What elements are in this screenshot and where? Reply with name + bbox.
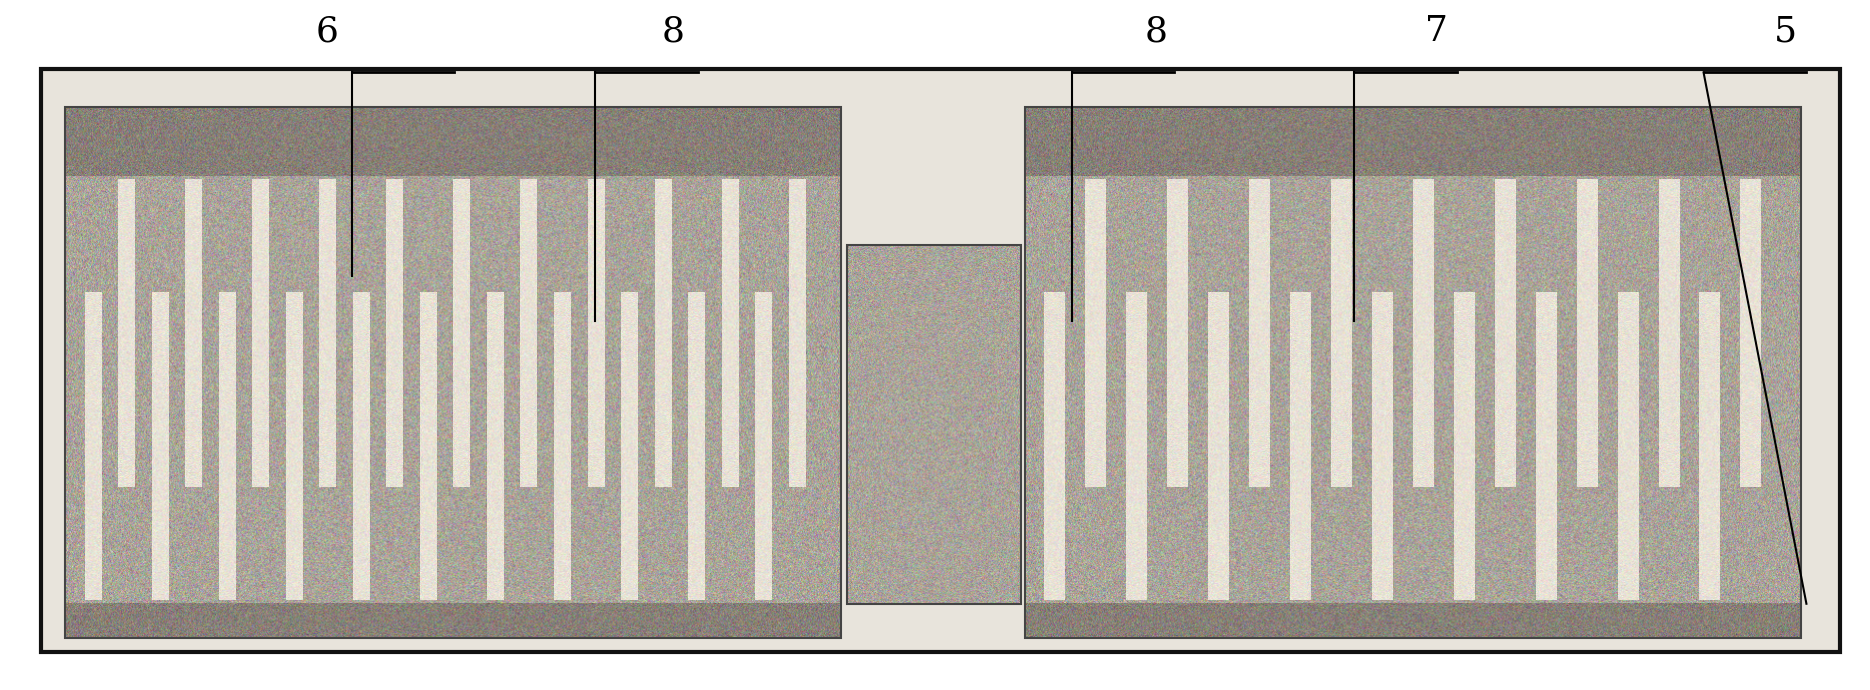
Text: 8: 8 [662, 14, 684, 48]
Text: 6: 6 [316, 14, 338, 48]
Text: 5: 5 [1775, 14, 1797, 48]
Bar [41, 69, 1840, 652]
Bar [847, 245, 1021, 604]
Bar [65, 107, 842, 638]
Text: 7: 7 [1425, 14, 1447, 48]
Text: 8: 8 [1144, 14, 1167, 48]
Bar [1025, 107, 1801, 638]
